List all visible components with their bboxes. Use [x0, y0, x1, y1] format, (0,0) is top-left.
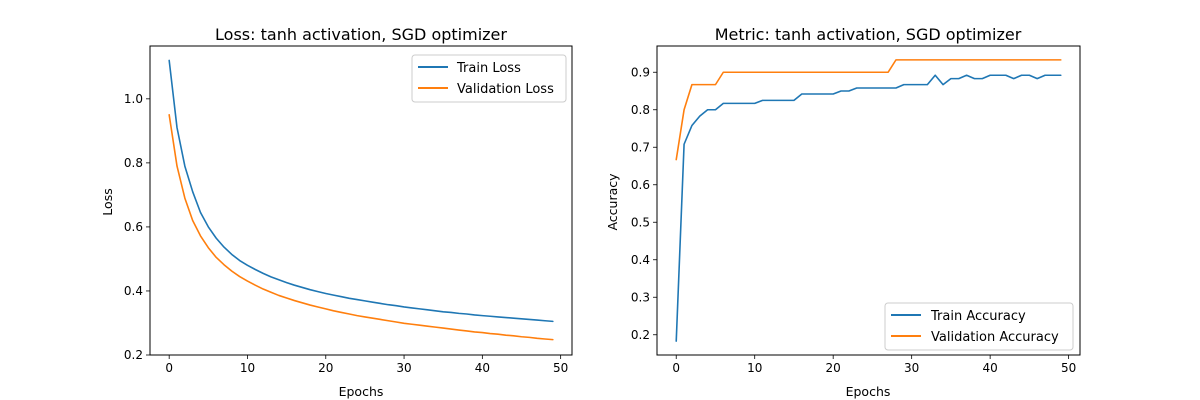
loss-x-tick-label: 30: [396, 361, 411, 375]
loss-y-tick-label: 0.8: [124, 156, 143, 170]
loss-legend-label-validation: Validation Loss: [457, 82, 554, 97]
accuracy-x-tick-label: 40: [983, 361, 998, 375]
accuracy-legend: Train Accuracy Validation Accuracy: [884, 302, 1074, 351]
loss-x-tick-label: 50: [553, 361, 568, 375]
accuracy-chart-title: Metric: tanh activation, SGD optimizer: [715, 25, 1022, 44]
accuracy-y-tick-label: 0.5: [631, 215, 650, 229]
loss-x-tick-label: 20: [318, 361, 333, 375]
loss-chart: Loss: tanh activation, SGD optimizer Epo…: [100, 25, 573, 399]
loss-series-line-train: [168, 59, 554, 323]
accuracy-chart: Metric: tanh activation, SGD optimizer E…: [605, 25, 1081, 399]
accuracy-legend-box: [884, 302, 1074, 351]
accuracy-y-tick-label: 0.3: [631, 290, 650, 304]
accuracy-y-tick-label: 0.4: [631, 253, 650, 267]
accuracy-lines: [675, 59, 1062, 342]
accuracy-series-line-train: [675, 74, 1062, 342]
accuracy-legend-label-train: Train Accuracy: [930, 309, 1026, 324]
accuracy-y-tick-label: 0.9: [631, 65, 650, 79]
loss-x-tick-label: 40: [475, 361, 490, 375]
accuracy-x-axis-label: Epochs: [846, 384, 891, 399]
loss-series-line-validation: [168, 114, 554, 341]
accuracy-x-tick-label: 10: [747, 361, 762, 375]
accuracy-y-tick-label: 0.2: [631, 328, 650, 342]
loss-x-axis-label: Epochs: [339, 384, 384, 399]
accuracy-x-tick-label: 30: [904, 361, 919, 375]
loss-legend-box: [411, 54, 567, 103]
loss-y-tick-label: 1.0: [124, 92, 143, 106]
loss-y-axis-label: Loss: [100, 188, 115, 215]
loss-chart-title: Loss: tanh activation, SGD optimizer: [215, 25, 507, 44]
loss-y-tick-label: 0.2: [124, 348, 143, 362]
accuracy-legend-label-validation: Validation Accuracy: [931, 330, 1059, 345]
loss-legend: Train Loss Validation Loss: [411, 54, 567, 103]
accuracy-y-tick-label: 0.6: [631, 178, 650, 192]
accuracy-series-line-validation: [675, 59, 1062, 161]
loss-x-tick-label: 0: [165, 361, 173, 375]
accuracy-y-tick-label: 0.8: [631, 103, 650, 117]
loss-lines: [168, 59, 554, 341]
loss-ticks: 0 10 20 30 40 50 0.2 0.4 0.6 0.8 1.0: [124, 92, 568, 375]
accuracy-x-tick-label: 0: [672, 361, 680, 375]
accuracy-x-tick-label: 20: [826, 361, 841, 375]
accuracy-x-tick-label: 50: [1061, 361, 1076, 375]
loss-x-tick-label: 10: [240, 361, 255, 375]
loss-plot-frame: [149, 45, 573, 356]
loss-y-tick-label: 0.6: [124, 220, 143, 234]
loss-legend-label-train: Train Loss: [456, 61, 521, 76]
accuracy-y-axis-label: Accuracy: [605, 173, 620, 231]
accuracy-ticks: 0 10 20 30 40 50 0.2 0.3 0.4 0.5 0.6 0.7 0.8 0.9: [631, 65, 1076, 375]
accuracy-y-tick-label: 0.7: [631, 140, 650, 154]
accuracy-plot-frame: [656, 45, 1081, 356]
loss-y-tick-label: 0.4: [124, 284, 143, 298]
